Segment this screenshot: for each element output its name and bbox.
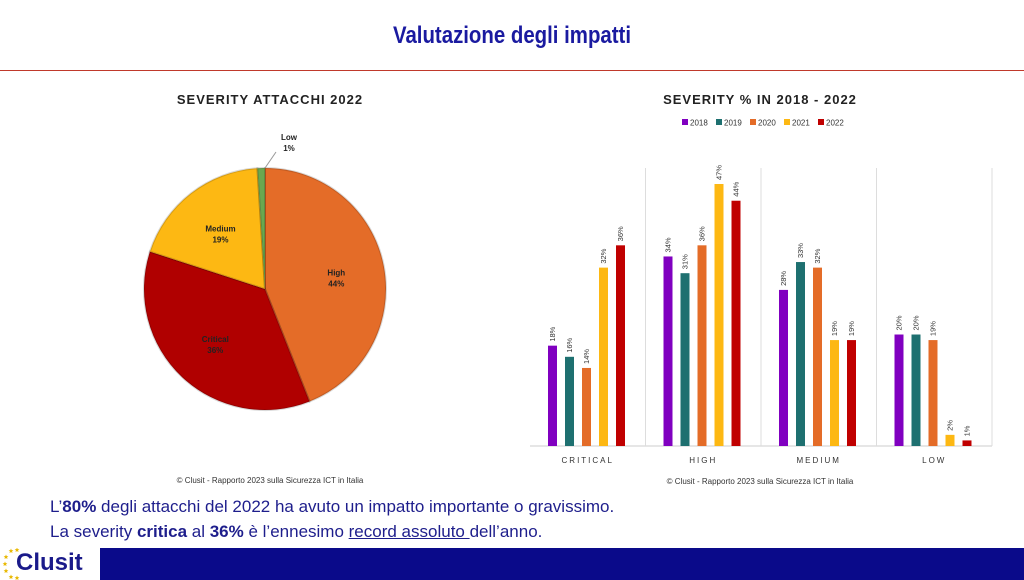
data-label: 19% (847, 321, 856, 336)
pie-chart-title: SEVERITY ATTACCHI 2022 (176, 92, 364, 107)
bar-low-2022 (962, 440, 972, 446)
summary-text: L’80% degli attacchi del 2022 ha avuto u… (50, 494, 614, 544)
footer-bar (100, 548, 1024, 580)
bar-critical-2020 (582, 367, 591, 446)
bar-low-2021 (945, 434, 955, 446)
legend-label-2020: 2020 (758, 119, 776, 128)
bar-high-2022 (731, 200, 741, 446)
star-icon (3, 568, 9, 573)
legend-swatch-2021 (784, 119, 790, 125)
bar-medium-2021 (830, 340, 839, 446)
pie-value-medium: 19% (212, 236, 228, 245)
bar-chart-title: SEVERITY % IN 2018 - 2022 (663, 92, 857, 107)
legend-swatch-2020 (750, 119, 756, 125)
x-tick-label: LOW (922, 456, 946, 465)
bar-high-2018 (663, 256, 673, 446)
data-label: 19% (830, 321, 839, 336)
pie-slice-critical (143, 250, 311, 411)
data-label: 14% (582, 349, 591, 364)
data-label: 47% (714, 165, 723, 180)
bar-critical-2022 (616, 245, 625, 446)
pie-value-critical: 36% (207, 346, 223, 355)
data-label: 1% (962, 425, 971, 436)
data-label: 34% (663, 237, 672, 252)
data-label: 31% (680, 254, 689, 269)
data-label: 2% (945, 420, 954, 431)
pie-label-high: High (327, 268, 345, 277)
title-divider (0, 70, 1024, 71)
bar-source: © Clusit - Rapporto 2023 sulla Sicurezza… (666, 477, 854, 486)
bar-medium-2019 (796, 262, 805, 446)
pie-source: © Clusit - Rapporto 2023 sulla Sicurezza… (176, 476, 364, 485)
star-icon (8, 548, 14, 553)
legend-label-2022: 2022 (826, 119, 844, 128)
pie-leader-line (264, 151, 277, 169)
bar-low-2020 (928, 340, 938, 446)
x-tick-label: MEDIUM (797, 456, 841, 465)
pie-slice-high (264, 166, 387, 403)
logo-stars-icon (2, 548, 20, 580)
bar-high-2020 (697, 245, 707, 446)
data-label: 20% (911, 315, 920, 330)
pie-label-critical: Critical (202, 335, 229, 344)
data-label: 32% (813, 248, 822, 263)
legend-swatch-2019 (716, 119, 722, 125)
data-label: 18% (548, 326, 557, 341)
pie-slice-medium (148, 167, 267, 291)
legend-swatch-2018 (682, 119, 688, 125)
data-label: 44% (731, 181, 740, 196)
star-icon (14, 575, 20, 580)
bar-low-2019 (911, 334, 921, 446)
data-label: 28% (779, 271, 788, 286)
data-label: 33% (796, 243, 805, 258)
bar-critical-2019 (565, 356, 574, 446)
pie-slice-low (256, 166, 266, 290)
pie-label-low: Low (281, 133, 298, 142)
data-label: 20% (894, 315, 903, 330)
bar-medium-2022 (847, 340, 856, 446)
star-icon (14, 548, 20, 552)
bar-critical-2018 (548, 345, 557, 446)
star-icon (3, 554, 9, 559)
star-icon (2, 561, 8, 566)
pie-value-high: 44% (328, 279, 344, 288)
x-tick-label: CRITICAL (562, 456, 614, 465)
data-label: 36% (616, 226, 625, 241)
data-label: 19% (928, 321, 937, 336)
pie-label-medium: Medium (205, 225, 235, 234)
bar-medium-2018 (779, 289, 788, 446)
data-label: 36% (697, 226, 706, 241)
bar-high-2021 (714, 184, 724, 446)
logo-text: Clusit (16, 549, 83, 576)
data-label: 16% (565, 337, 574, 352)
pie-value-low: 1% (283, 144, 295, 153)
page-title: Valutazione degli impatti (392, 22, 632, 49)
bar-high-2019 (680, 273, 690, 446)
summary-line-2: La severity critica al 36% è l’ennesimo … (50, 522, 543, 541)
bar-critical-2021 (599, 267, 608, 446)
x-tick-label: HIGH (689, 456, 717, 465)
legend-label-2019: 2019 (724, 119, 742, 128)
bar-medium-2020 (813, 267, 822, 446)
summary-line-1: L’80% degli attacchi del 2022 ha avuto u… (50, 497, 615, 516)
star-icon (8, 574, 14, 579)
bar-low-2018 (894, 334, 904, 446)
legend-label-2018: 2018 (690, 119, 708, 128)
clusit-logo: Clusit (2, 548, 100, 580)
legend-label-2021: 2021 (792, 119, 810, 128)
data-label: 32% (599, 248, 608, 263)
legend-swatch-2022 (818, 119, 824, 125)
